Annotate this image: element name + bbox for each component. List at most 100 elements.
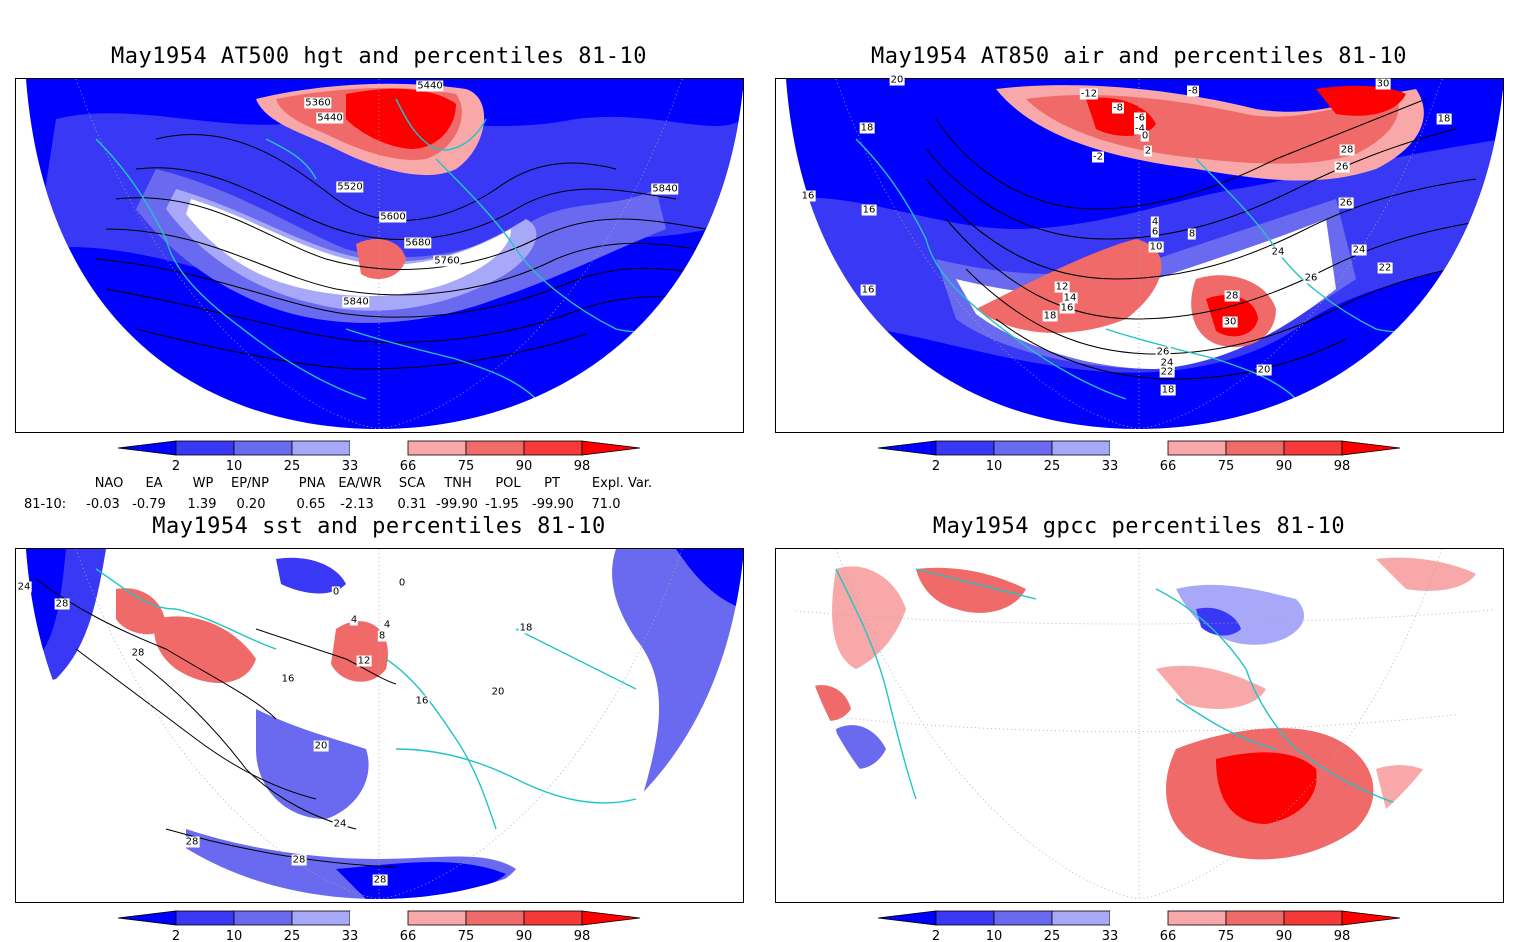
colorbar-segment: [1341, 440, 1401, 456]
contour-label: 0: [397, 577, 407, 589]
colorbar-segment: [993, 910, 1053, 926]
colorbar-tick-label: 2: [172, 929, 180, 942]
contour-label: 16: [861, 204, 877, 216]
colorbar-tick-label: 98: [574, 459, 591, 472]
colorbar-tick-label: 33: [1102, 459, 1119, 472]
colorbar-segment: [581, 440, 641, 456]
contour-label: 24: [16, 581, 32, 593]
colorbar-segment: [1051, 440, 1111, 456]
colorbar-top-right: 2 10 25 33 66 75 90 98: [877, 440, 1401, 472]
panel-title-sst: May1954 sst and percentiles 81-10: [152, 514, 606, 539]
colorbar-tick-label: 2: [172, 459, 180, 472]
colorbar-segment: [407, 910, 467, 926]
colorbar-tick-label: 10: [986, 929, 1003, 942]
colorbar-segment: [291, 440, 351, 456]
contour-label: 14: [1062, 292, 1078, 304]
colorbar-tick-label: 10: [226, 929, 243, 942]
contour-label: 0: [331, 586, 341, 598]
contour-label: 24: [1351, 244, 1367, 256]
contour-label: 26: [1155, 346, 1171, 358]
panel-title-gpcc: May1954 gpcc percentiles 81-10: [932, 514, 1346, 539]
colorbar-tick-label: 90: [516, 459, 533, 472]
colorbar-tick-label: 98: [1334, 929, 1351, 942]
index-header-cell: NAO: [94, 476, 124, 491]
colorbar-segment: [1051, 910, 1111, 926]
colorbar-tick-label: 33: [342, 459, 359, 472]
index-value-cell: 0.31: [397, 497, 427, 512]
colorbar-segment: [523, 440, 583, 456]
contour-label: 5360: [304, 97, 332, 109]
panel-title-air850: May1954 AT850 air and percentiles 81-10: [870, 44, 1408, 69]
index-header-cell: SCA: [398, 476, 426, 491]
contour-label: 30: [1222, 316, 1238, 328]
colorbar-tick-label: 2: [932, 459, 940, 472]
contour-label: 24: [332, 818, 348, 830]
index-header-cell: POL: [495, 476, 521, 491]
index-value-cell: 71.0: [591, 497, 621, 512]
colorbar-segment: [175, 910, 235, 926]
colorbar-tick-label: 98: [1334, 459, 1351, 472]
colorbar-segment: [1167, 440, 1227, 456]
colorbar-tick-label: 66: [400, 459, 417, 472]
colorbar-tick-label: 90: [1276, 459, 1293, 472]
contour-label: 4: [382, 619, 392, 631]
contour-label: 5680: [404, 237, 432, 249]
contour-label: 20: [490, 686, 506, 698]
contour-label: 18: [518, 622, 534, 634]
contour-label: 26: [1334, 161, 1350, 173]
contour-label: 12: [1054, 281, 1070, 293]
colorbar-segment: [117, 910, 177, 926]
index-header-cell: PNA: [298, 476, 326, 491]
colorbar-tick-label: 25: [1044, 929, 1061, 942]
colorbar-segment: [1341, 910, 1401, 926]
contour-label: -8: [1187, 85, 1199, 97]
contour-label: 5840: [342, 296, 370, 308]
colorbar-tick-label: 66: [400, 929, 417, 942]
contour-label: 2: [1143, 145, 1153, 157]
colorbar-segment: [1110, 911, 1168, 925]
panel-title-hgt500: May1954 AT500 hgt and percentiles 81-10: [110, 44, 648, 69]
colorbar-tick-label: 90: [1276, 929, 1293, 942]
index-header-cell: Expl. Var.: [591, 476, 653, 491]
index-value-cell: -99.90: [532, 497, 574, 512]
contour-label: 18: [1436, 113, 1452, 125]
colorbar-segment: [581, 910, 641, 926]
contour-label: 0: [1140, 130, 1150, 142]
index-value-cell: 0.20: [236, 497, 266, 512]
colorbar-segment: [1167, 910, 1227, 926]
contour-label: 12: [356, 655, 372, 667]
contour-label: 18: [1160, 384, 1176, 396]
contour-label: 16: [1059, 302, 1075, 314]
contour-label: 10: [1148, 241, 1164, 253]
contour-label: 8: [1187, 228, 1197, 240]
index-header-cell: EP/NP: [231, 476, 269, 491]
contour-label: 28: [54, 598, 70, 610]
indices-row-label: 81-10:: [24, 497, 67, 512]
contour-label: 24: [1270, 246, 1286, 258]
contour-label: 16: [860, 284, 876, 296]
colorbar-tick-label: 10: [986, 459, 1003, 472]
colorbar-tick-label: 66: [1160, 929, 1177, 942]
index-header-cell: EA: [145, 476, 163, 491]
colorbar-segment: [935, 910, 995, 926]
contour-label: -2: [1092, 151, 1104, 163]
contour-label: 8: [377, 630, 387, 642]
colorbar-segment: [523, 910, 583, 926]
colorbar-segment: [233, 440, 293, 456]
contour-label: 6: [1150, 226, 1160, 238]
colorbar-segment: [291, 910, 351, 926]
index-header-cell: EA/WR: [338, 476, 382, 491]
contour-label: 28: [291, 854, 307, 866]
contour-label: 18: [859, 122, 875, 134]
contour-label: 4: [1150, 216, 1160, 228]
colorbar-tick-label: 75: [458, 459, 475, 472]
index-value-cell: -0.79: [132, 497, 166, 512]
contour-label: -6: [1134, 112, 1146, 124]
colorbar-bottom-left: 2 10 25 33 66 75 90 98: [117, 910, 641, 942]
contour-label: 30: [1375, 78, 1391, 90]
contour-label: 28: [1224, 290, 1240, 302]
colorbar-tick-label: 25: [284, 459, 301, 472]
contour-label: 26: [1338, 197, 1354, 209]
colorbar-tick-label: 25: [284, 929, 301, 942]
contour-label: 24: [1159, 357, 1175, 369]
